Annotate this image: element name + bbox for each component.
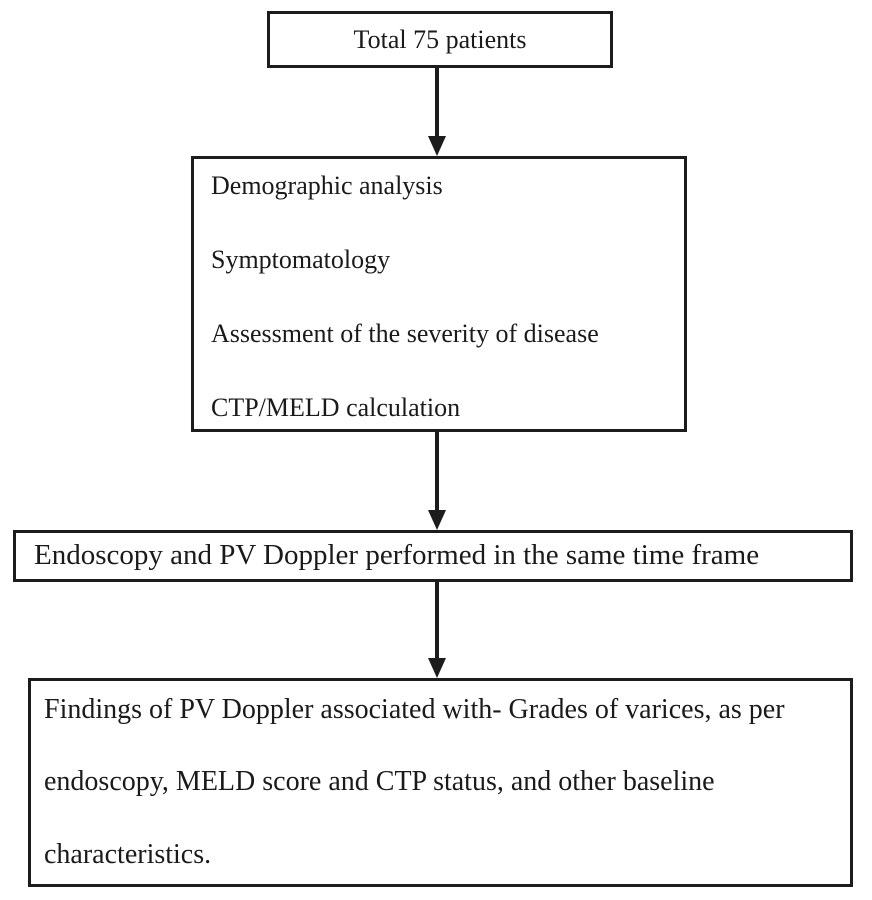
node-text: CTP/MELD calculation <box>211 393 461 423</box>
flow-arrow-down-icon <box>428 68 446 156</box>
node-text: Demographic analysis <box>211 171 443 200</box>
arrow-head <box>428 136 446 156</box>
arrow-head <box>428 510 446 530</box>
node-text: Symptomatology <box>211 245 391 275</box>
node-text: endoscopy, MELD score and CTP status, an… <box>44 766 715 798</box>
arrow-shaft <box>435 432 439 512</box>
flow-arrow-down-icon <box>428 582 446 678</box>
flow-node-findings: Findings of PV Doppler associated with- … <box>28 678 853 887</box>
node-text: characteristics. <box>44 838 212 870</box>
arrow-head <box>428 658 446 678</box>
flow-node-baseline-workup: Demographic analysis Symptomatology Asse… <box>191 156 687 432</box>
arrow-shaft <box>435 68 439 138</box>
flow-node-procedures: Endoscopy and PV Doppler performed in th… <box>13 530 853 582</box>
node-text: Assessment of the severity of disease <box>211 319 599 349</box>
node-text: Endoscopy and PV Doppler performed in th… <box>34 539 760 572</box>
flow-arrow-down-icon <box>428 432 446 530</box>
node-text: Total 75 patients <box>353 24 527 54</box>
arrow-shaft <box>435 582 439 660</box>
flow-node-total-patients: Total 75 patients <box>267 11 613 68</box>
node-text: Findings of PV Doppler associated with- … <box>44 694 785 725</box>
